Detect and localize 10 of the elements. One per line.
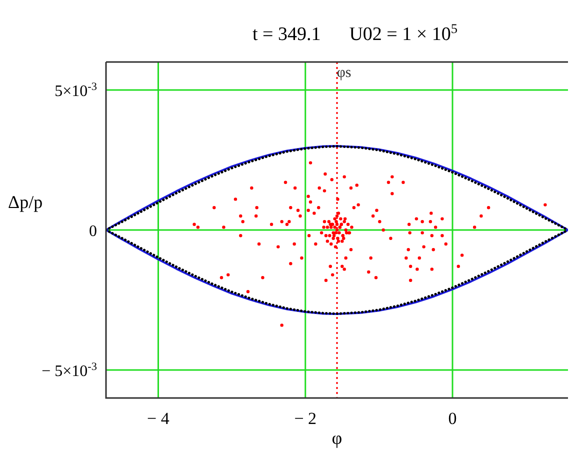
- x-tick-label: − 2: [294, 409, 317, 428]
- chart-title: t = 349.1 U02 = 1 × 10$^{5}$: [252, 20, 458, 45]
- x-tick-label: − 4: [147, 409, 170, 428]
- x-tick-label: 0: [448, 409, 457, 428]
- y-axis-title: Δp/p: [8, 192, 43, 212]
- y-tick-label: 0: [89, 223, 97, 240]
- y-tick-label: − 5×10$^{-3}$: [42, 361, 98, 380]
- y-tick-label: 5×10$^{-3}$: [54, 81, 98, 100]
- ref-line-label: φs: [336, 65, 352, 81]
- x-axis-title: φ: [332, 428, 342, 448]
